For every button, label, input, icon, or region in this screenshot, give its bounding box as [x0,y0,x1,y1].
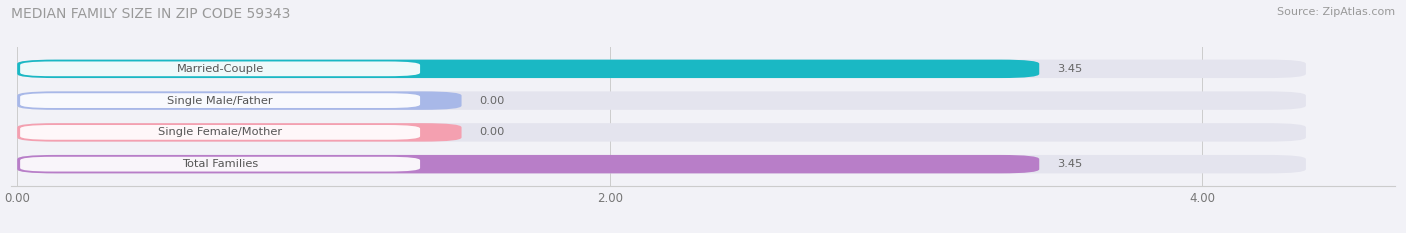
FancyBboxPatch shape [20,125,420,140]
Text: 3.45: 3.45 [1057,159,1083,169]
FancyBboxPatch shape [17,91,1306,110]
Text: Married-Couple: Married-Couple [177,64,264,74]
Text: Source: ZipAtlas.com: Source: ZipAtlas.com [1277,7,1395,17]
FancyBboxPatch shape [20,157,420,171]
FancyBboxPatch shape [17,91,461,110]
FancyBboxPatch shape [17,123,1306,142]
FancyBboxPatch shape [17,155,1039,173]
FancyBboxPatch shape [20,62,420,76]
Text: Total Families: Total Families [181,159,259,169]
Text: 0.00: 0.00 [479,127,505,137]
Text: 3.45: 3.45 [1057,64,1083,74]
Text: Single Male/Father: Single Male/Father [167,96,273,106]
FancyBboxPatch shape [17,123,461,142]
Text: MEDIAN FAMILY SIZE IN ZIP CODE 59343: MEDIAN FAMILY SIZE IN ZIP CODE 59343 [11,7,291,21]
FancyBboxPatch shape [17,60,1039,78]
FancyBboxPatch shape [17,60,1306,78]
FancyBboxPatch shape [20,93,420,108]
Text: 0.00: 0.00 [479,96,505,106]
FancyBboxPatch shape [17,155,1306,173]
Text: Single Female/Mother: Single Female/Mother [157,127,283,137]
